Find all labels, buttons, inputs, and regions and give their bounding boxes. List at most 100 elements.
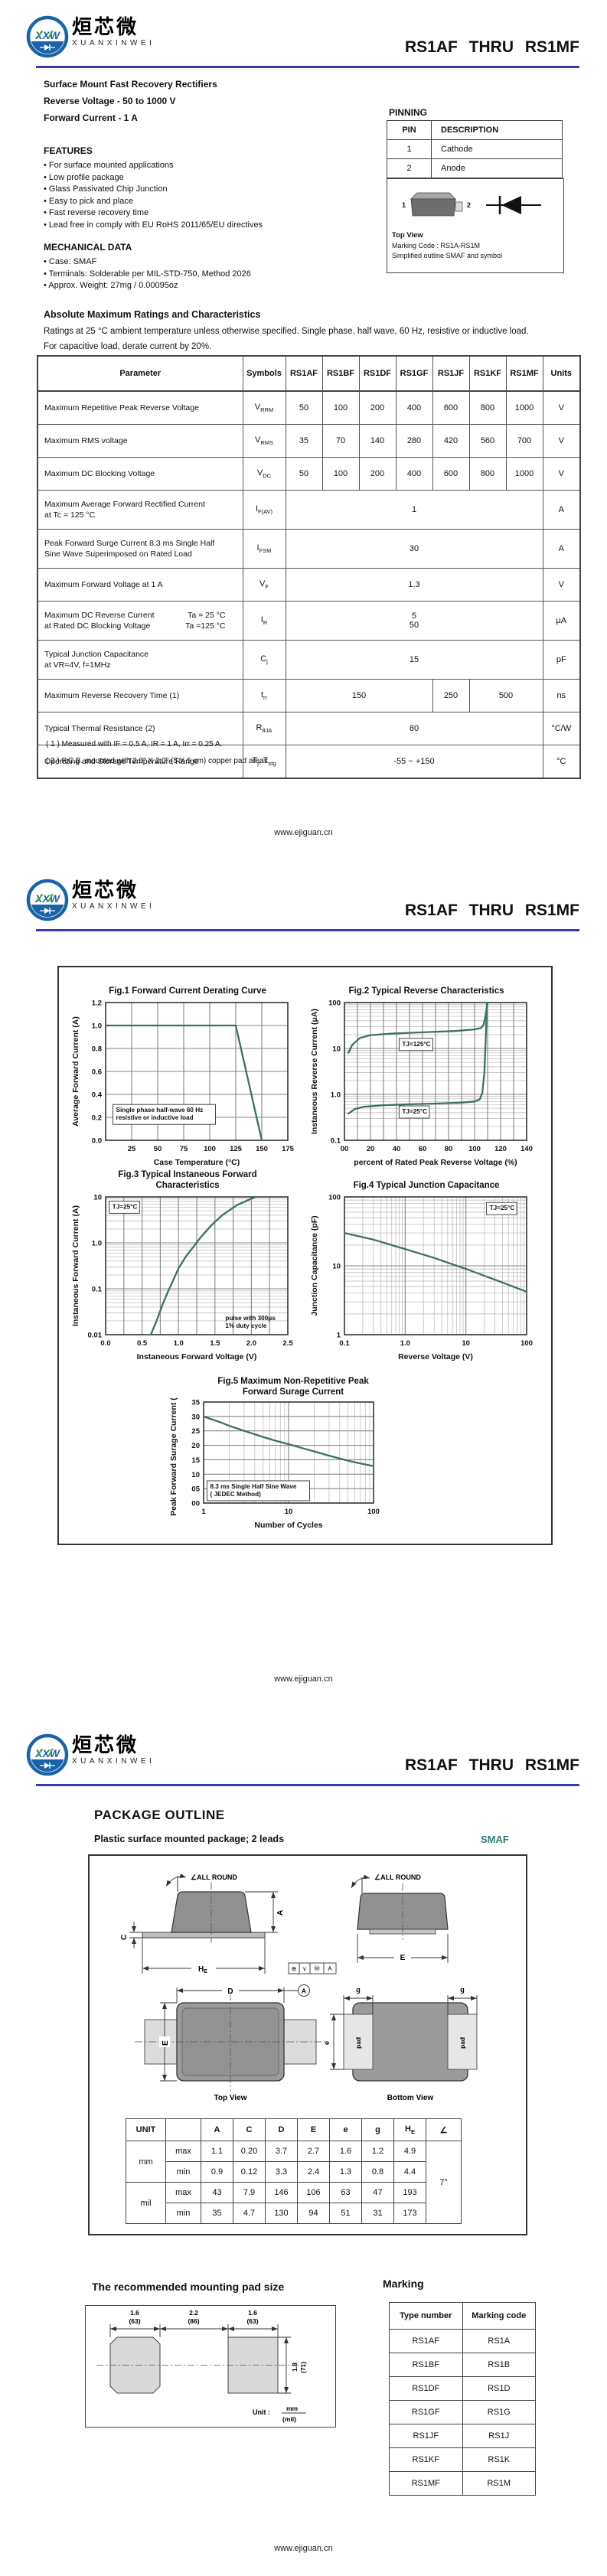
mechanical-section: MECHANICAL DATA • Case: SMAF • Terminals… — [44, 242, 365, 292]
text-element: 140 — [521, 1145, 533, 1153]
fig5-series-surge — [202, 1415, 375, 1467]
value-cell: 400 — [395, 390, 433, 425]
table-cell: Cathode — [431, 139, 563, 159]
ratings-row: Maximum Average Forward Rectified Curren… — [37, 490, 581, 530]
datum-cell: A — [328, 1965, 332, 1972]
marking-cell: RS1GF — [389, 2400, 463, 2424]
div-element: Maximum Forward Voltage at 1 A — [44, 580, 163, 589]
fig1-chart: 25 50 75 100 125 150 175 0.0 0.2 0.4 0.6 0.8 1.0 1.2 C… — [71, 999, 295, 1168]
package-outline-box: ∠ALL ROUND C A HE ⊕ v Ⓜ A — [88, 1854, 527, 2235]
text-element: 10 — [191, 1471, 200, 1479]
text-element: 05 — [191, 1485, 200, 1494]
td-element: Peak Forward Surge Current 8.3 ms Single… — [37, 529, 243, 569]
ratings-col-header: Units — [542, 355, 581, 392]
unit-cell: °C/W — [542, 712, 581, 745]
text-element: 0.5 — [137, 1339, 148, 1348]
marking-row: RS1DF RS1D — [389, 2376, 536, 2401]
brand-logo: XXW 烜芯微 XUANXINWEI — [26, 879, 155, 921]
fig2-block: Fig.2 Typical Reverse Characteristics 00 2… — [308, 986, 545, 1178]
sub-element: R — [263, 619, 268, 627]
ratings-row: Maximum Reverse Recovery Time (1) trr 150 2… — [37, 679, 581, 712]
marking-cell: RS1D — [462, 2376, 536, 2401]
text-element: 25 — [128, 1145, 136, 1153]
dim-value-cell: 4.4 — [393, 2161, 426, 2183]
td-element: Maximum DC Reverse Current Ta = 25 °C at R… — [37, 601, 243, 641]
symbol-cell: trr — [242, 679, 286, 712]
fig4-series-Tj25 — [343, 1231, 528, 1293]
ratings-col-header: RS1AF — [285, 355, 323, 392]
span-element: D — [278, 2125, 285, 2134]
tbody-element: PIN DESCRIPTION 1 Cathode 2 Anode — [387, 120, 563, 178]
mechanical-item: • Case: SMAF — [44, 257, 97, 266]
ratings-col-header: Symbols — [242, 355, 286, 392]
top-view-caption: Top View — [392, 231, 423, 240]
unit-mm-label: mm — [286, 2405, 299, 2412]
symbol-cell: Cj — [242, 640, 286, 680]
polygon-element — [501, 196, 521, 214]
text-element: 100 — [328, 1194, 341, 1202]
text-element: 20 — [367, 1145, 375, 1153]
sub-element: j — [266, 658, 268, 666]
span-element: g — [375, 2125, 380, 2134]
span-element: ∠ — [439, 2125, 448, 2135]
div-element: Peak Forward Surge Current 8.3 ms Single… — [44, 539, 215, 548]
dim-value-cell: 0.20 — [233, 2141, 266, 2162]
dim-angle-cell: 7° — [426, 2141, 462, 2224]
text-element: 25 — [191, 1427, 200, 1436]
mechanical-item: • Approx. Weight: 27mg / 0.00095oz — [44, 281, 178, 290]
ratings-intro-line: Ratings at 25 °C ambient temperature unl… — [44, 327, 529, 336]
text-element: Case Temperature (°C) — [154, 1158, 240, 1167]
table-row: 1 Cathode — [387, 139, 563, 159]
text-element: Average Forward Current (A) — [71, 1016, 80, 1127]
dim-value-cell: 2.7 — [297, 2141, 330, 2162]
fig2-series-Tj25 — [347, 1001, 488, 1115]
text-element: ( JEDEC Method) — [210, 1491, 261, 1498]
td-element: Operating and Storage Temperature Range — [37, 745, 243, 779]
text-element: 8.3 ms Single Half Sine Wave — [210, 1483, 296, 1490]
dim-value-cell: 193 — [393, 2182, 426, 2203]
span-element: V — [254, 435, 261, 445]
pinning-table: PIN DESCRIPTION 1 Cathode 2 Anode — [387, 120, 563, 178]
line-element — [47, 30, 54, 39]
dim-limit-cell: min — [165, 2203, 201, 2224]
ratings-row: Operating and Storage Temperature Range T… — [37, 745, 581, 779]
text-element: 00 — [341, 1145, 349, 1153]
value-cell: 100 — [321, 390, 360, 425]
text-element: 1 — [201, 1508, 206, 1516]
value-cell: 30 — [285, 529, 543, 569]
text-element: TJ=25°C — [402, 1108, 427, 1115]
text-element: 0.1 — [92, 1286, 103, 1294]
package-outline-heading: PACKAGE OUTLINE — [94, 1808, 225, 1822]
rect-element — [398, 1105, 430, 1119]
text-element: 10 — [285, 1508, 293, 1516]
symbol-cell: IF(AV) — [242, 490, 286, 530]
feature-item: • Glass Passivated Chip Junction — [44, 184, 168, 194]
text-element: 1.5 — [210, 1339, 220, 1348]
marking-col-header: Marking code — [462, 2302, 536, 2330]
dim-col-header: UNIT — [126, 2118, 166, 2141]
fig5-title: Forward Surage Current — [242, 1387, 344, 1397]
sub-element: j — [257, 760, 259, 768]
div-element: Maximum DC Reverse Current Ta = 25 °C — [44, 610, 237, 621]
logo-chinese-name: 烜芯微 — [72, 1733, 139, 1756]
datum-cell: ⊕ — [292, 1965, 297, 1972]
td-element: Maximum RMS voltage — [37, 424, 243, 458]
text-element: Peak Forward Surage Current (A) — [169, 1397, 178, 1516]
marking-heading: Marking — [383, 2278, 424, 2290]
value-cell: 35 — [285, 424, 323, 458]
text-element: TJ=25°C — [113, 1203, 138, 1210]
tspan-element: H — [198, 1965, 204, 1974]
logo-mark-icon: XXW — [26, 15, 69, 58]
div-element: at Tc = 125 °C — [44, 510, 96, 520]
dim-a-label: A — [276, 1910, 285, 1916]
text-element: 1.0 — [400, 1339, 410, 1348]
feature-item: • Lead free in comply with EU RoHS 2011/… — [44, 220, 263, 230]
dim-value-cell: 3.3 — [265, 2161, 298, 2183]
fig1-block: Fig.1 Forward Current Derating Curve 25 50… — [69, 986, 306, 1178]
value-cell: 50 — [285, 390, 323, 425]
rect-element — [343, 2014, 374, 2070]
value-cell: 600 — [432, 457, 470, 491]
span-element: V — [254, 402, 261, 412]
div-element: 50 — [409, 621, 419, 630]
